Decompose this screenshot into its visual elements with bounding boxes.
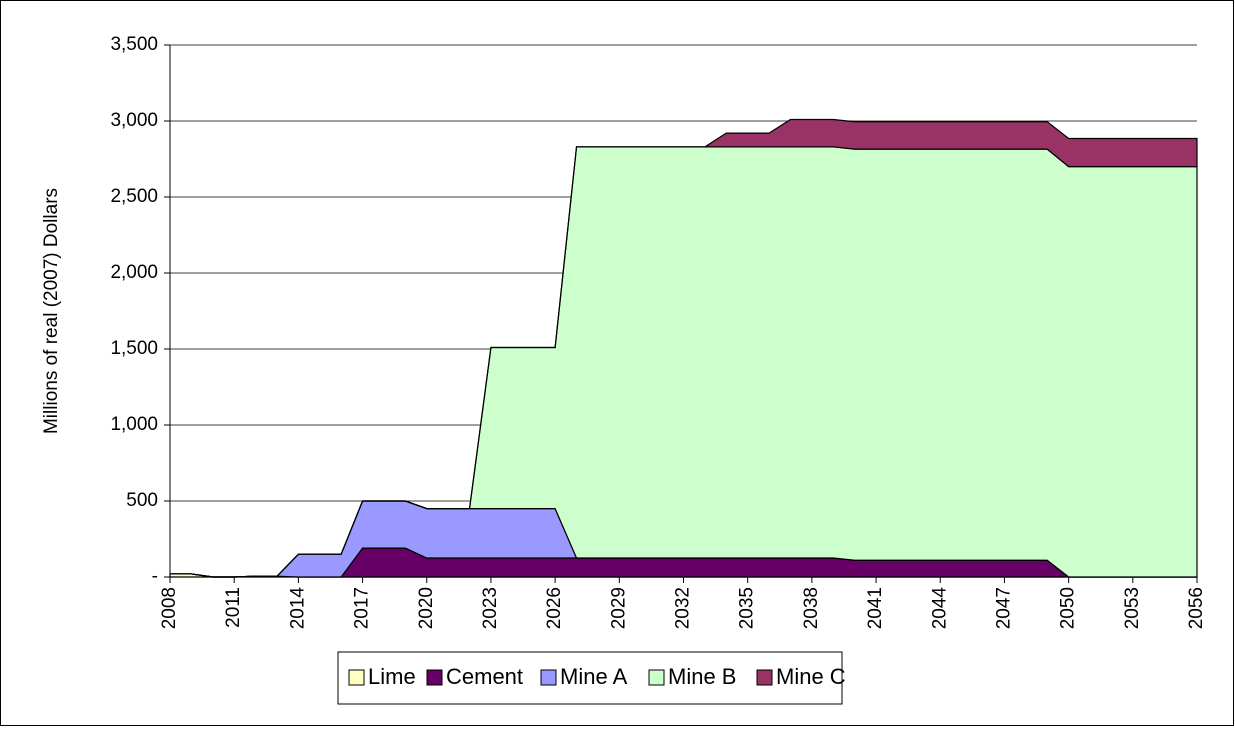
x-tick-label: 2050: [1058, 587, 1079, 629]
legend-swatch: [348, 669, 365, 686]
x-tick-label: 2035: [737, 587, 758, 629]
x-tick-label: 2047: [993, 587, 1014, 629]
x-tick-label: 2041: [865, 587, 886, 629]
legend-swatch: [756, 669, 773, 686]
x-tick-label: 2044: [929, 587, 950, 630]
legend-swatch: [540, 669, 557, 686]
legend: Lime Cement Mine A Mine B Mine C: [337, 651, 846, 705]
x-tick-label: 2023: [480, 587, 501, 629]
y-tick-label: 1,000: [110, 414, 158, 435]
y-tick-label: 500: [126, 490, 158, 511]
x-tick-label: 2014: [287, 587, 308, 630]
x-tick-label: 2008: [159, 587, 180, 629]
legend-label: Cement: [446, 664, 523, 689]
legend-swatch: [648, 669, 665, 686]
legend-label: Mine A: [560, 664, 628, 689]
y-tick-label: -: [152, 566, 158, 587]
x-tick-label: 2038: [801, 587, 822, 629]
legend-label: Mine B: [668, 664, 736, 689]
x-tick-label: 2020: [416, 587, 437, 629]
x-tick-label: 2011: [223, 587, 244, 628]
y-tick-label: 3,500: [110, 34, 158, 55]
x-tick-label: 2053: [1122, 587, 1143, 629]
y-axis-label: Millions of real (2007) Dollars: [41, 188, 62, 434]
x-tick-label: 2026: [544, 587, 565, 629]
y-tick-label: 3,000: [110, 110, 158, 131]
x-tick-label: 2029: [608, 587, 629, 629]
legend-swatch: [426, 669, 443, 686]
y-tick-label: 2,000: [110, 262, 158, 283]
x-tick-label: 2032: [673, 587, 694, 629]
x-tick-label: 2017: [352, 587, 373, 629]
x-tick-label: 2056: [1186, 587, 1207, 629]
y-tick-label: 1,500: [110, 338, 158, 359]
y-tick-label: 2,500: [110, 186, 158, 207]
legend-label: Lime: [368, 664, 416, 689]
area: [170, 118, 1198, 578]
legend-label: Mine C: [776, 664, 846, 689]
